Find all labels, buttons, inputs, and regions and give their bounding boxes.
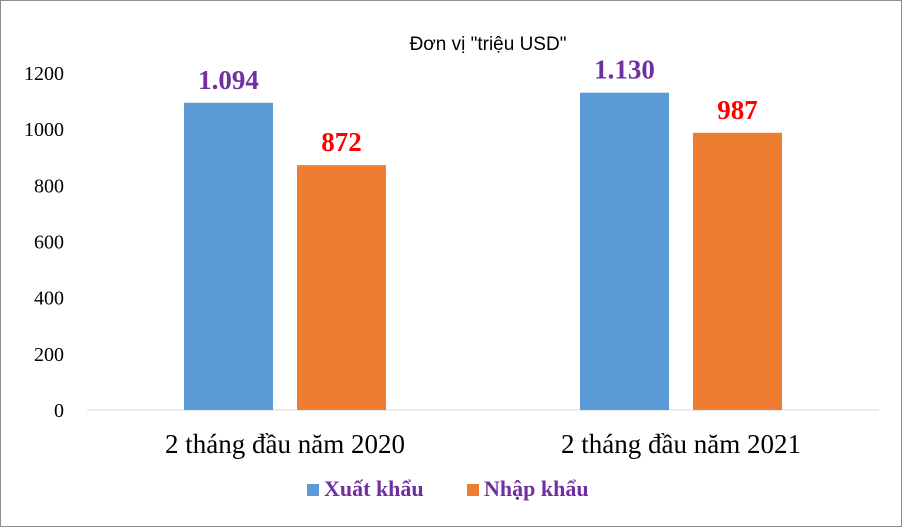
bar (297, 165, 386, 410)
data-label: 1.094 (198, 65, 259, 95)
bar (693, 132, 782, 410)
data-label: 1.130 (594, 55, 655, 85)
legend-label: Nhập khẩu (484, 476, 589, 501)
y-tick-label: 1000 (24, 119, 64, 141)
y-tick-label: 400 (34, 288, 64, 310)
chart-title: Đơn vị "triệu USD" (410, 34, 567, 55)
y-tick-label: 600 (34, 232, 64, 254)
legend-swatch (467, 484, 479, 496)
y-tick-label: 800 (34, 175, 64, 197)
bar (184, 102, 273, 410)
bars (184, 92, 782, 411)
y-tick-label: 0 (54, 400, 64, 422)
y-tick-label: 200 (34, 344, 64, 366)
bar (580, 92, 669, 411)
x-tick-label: 2 tháng đầu năm 2020 (165, 429, 405, 459)
legend: Xuất khẩu Nhập khẩu (307, 476, 589, 501)
data-label: 987 (717, 95, 758, 125)
x-tick-label: 2 tháng đầu năm 2021 (561, 429, 801, 459)
legend-swatch (307, 484, 319, 496)
legend-label: Xuất khẩu (324, 476, 424, 501)
y-axis: 0 200 400 600 800 1000 1200 (24, 63, 64, 422)
y-tick-label: 1200 (24, 63, 64, 85)
x-axis: 2 tháng đầu năm 2020 2 tháng đầu năm 2021 (165, 429, 801, 459)
data-labels: 1.094 872 1.130 987 (198, 55, 758, 157)
data-label: 872 (321, 127, 362, 157)
